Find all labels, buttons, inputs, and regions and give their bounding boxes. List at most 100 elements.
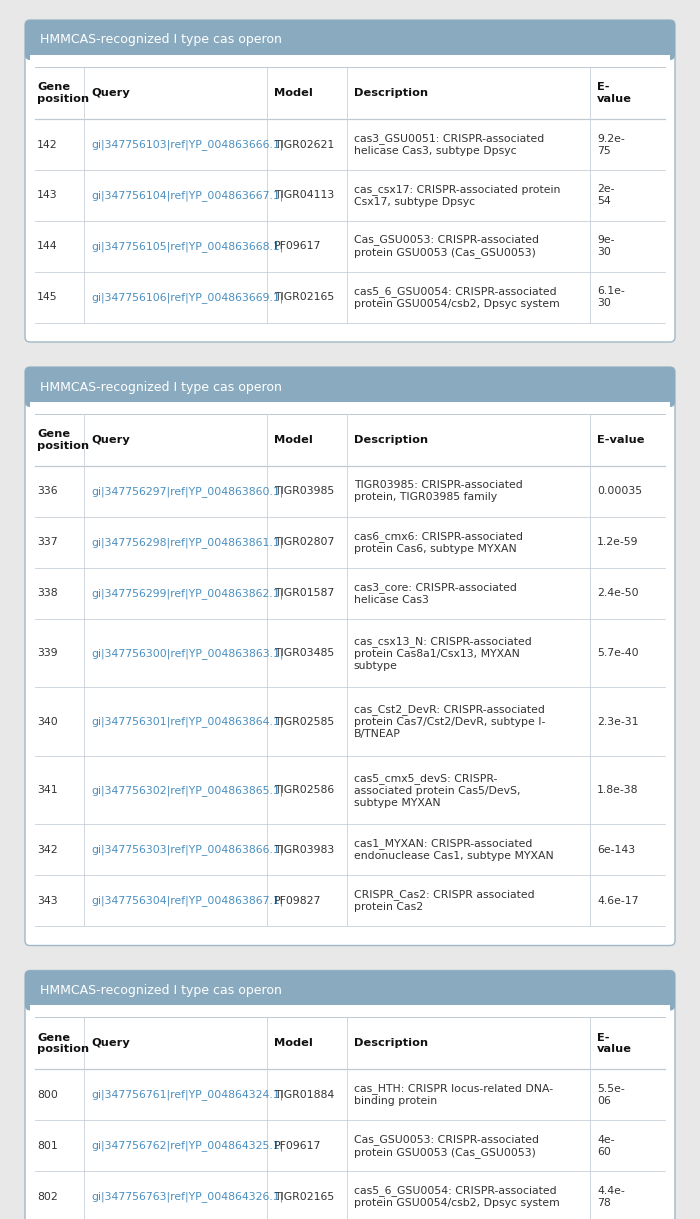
Text: cas1_MYXAN: CRISPR-associated
endonuclease Cas1, subtype MYXAN: cas1_MYXAN: CRISPR-associated endonuclea… <box>354 839 554 862</box>
Text: 4.4e-
78: 4.4e- 78 <box>597 1186 625 1208</box>
FancyBboxPatch shape <box>25 20 675 60</box>
Text: gi|347756761|ref|YP_004864324.1|: gi|347756761|ref|YP_004864324.1| <box>92 1090 284 1101</box>
Text: HMMCAS-recognized I type cas operon: HMMCAS-recognized I type cas operon <box>40 33 282 46</box>
Text: gi|347756302|ref|YP_004863865.1|: gi|347756302|ref|YP_004863865.1| <box>92 785 284 796</box>
Text: Query: Query <box>92 88 130 98</box>
Text: cas5_6_GSU0054: CRISPR-associated
protein GSU0054/csb2, Dpsyc system: cas5_6_GSU0054: CRISPR-associated protei… <box>354 1186 559 1208</box>
Text: E-
value: E- value <box>597 1032 632 1054</box>
Text: cas_Cst2_DevR: CRISPR-associated
protein Cas7/Cst2/DevR, subtype I-
B/TNEAP: cas_Cst2_DevR: CRISPR-associated protein… <box>354 705 545 739</box>
Text: 6e-143: 6e-143 <box>597 845 635 855</box>
Text: 342: 342 <box>37 845 57 855</box>
Text: gi|347756104|ref|YP_004863667.1|: gi|347756104|ref|YP_004863667.1| <box>92 190 284 201</box>
Text: 145: 145 <box>37 293 57 302</box>
Bar <box>30 989 670 1006</box>
Text: TIGR01587: TIGR01587 <box>274 589 334 599</box>
Text: 142: 142 <box>37 139 57 150</box>
Text: Query: Query <box>92 1039 130 1048</box>
Text: 5.5e-
06: 5.5e- 06 <box>597 1084 625 1106</box>
Text: TIGR03985: TIGR03985 <box>274 486 334 496</box>
Text: gi|347756303|ref|YP_004863866.1|: gi|347756303|ref|YP_004863866.1| <box>92 845 284 856</box>
Text: 343: 343 <box>37 896 57 906</box>
Text: cas_csx13_N: CRISPR-associated
protein Cas8a1/Csx13, MYXAN
subtype: cas_csx13_N: CRISPR-associated protein C… <box>354 636 531 670</box>
Text: CRISPR_Cas2: CRISPR associated
protein Cas2: CRISPR_Cas2: CRISPR associated protein C… <box>354 890 534 913</box>
Text: 337: 337 <box>37 538 57 547</box>
Text: cas5_6_GSU0054: CRISPR-associated
protein GSU0054/csb2, Dpsyc system: cas5_6_GSU0054: CRISPR-associated protei… <box>354 286 559 308</box>
Text: gi|347756300|ref|YP_004863863.1|: gi|347756300|ref|YP_004863863.1| <box>92 647 284 658</box>
Bar <box>30 402 670 941</box>
Text: 0.00035: 0.00035 <box>597 486 642 496</box>
Text: 9e-
30: 9e- 30 <box>597 235 615 257</box>
Text: TIGR03985: CRISPR-associated
protein, TIGR03985 family: TIGR03985: CRISPR-associated protein, TI… <box>354 480 522 502</box>
Text: 801: 801 <box>37 1141 57 1151</box>
Text: Query: Query <box>92 435 130 445</box>
Text: gi|347756297|ref|YP_004863860.1|: gi|347756297|ref|YP_004863860.1| <box>92 486 284 497</box>
Text: cas5_cmx5_devS: CRISPR-
associated protein Cas5/DevS,
subtype MYXAN: cas5_cmx5_devS: CRISPR- associated prote… <box>354 773 520 808</box>
Bar <box>30 1006 670 1219</box>
Text: TIGR02165: TIGR02165 <box>274 1192 334 1202</box>
Text: 6.1e-
30: 6.1e- 30 <box>597 286 625 308</box>
Text: TIGR02807: TIGR02807 <box>274 538 334 547</box>
FancyBboxPatch shape <box>25 20 675 343</box>
Text: gi|347756106|ref|YP_004863669.1|: gi|347756106|ref|YP_004863669.1| <box>92 293 284 304</box>
Text: TIGR02621: TIGR02621 <box>274 139 334 150</box>
Bar <box>30 385 670 402</box>
Text: PF09617: PF09617 <box>274 241 321 251</box>
Text: TIGR03983: TIGR03983 <box>274 845 334 855</box>
Text: TIGR02165: TIGR02165 <box>274 293 334 302</box>
Text: 336: 336 <box>37 486 57 496</box>
Text: cas_HTH: CRISPR locus-related DNA-
binding protein: cas_HTH: CRISPR locus-related DNA- bindi… <box>354 1084 553 1107</box>
Text: TIGR04113: TIGR04113 <box>274 190 334 200</box>
Text: 802: 802 <box>37 1192 57 1202</box>
Text: Gene
position: Gene position <box>37 1032 89 1054</box>
Text: 4.6e-17: 4.6e-17 <box>597 896 638 906</box>
Text: TIGR02585: TIGR02585 <box>274 717 334 727</box>
Text: gi|347756103|ref|YP_004863666.1|: gi|347756103|ref|YP_004863666.1| <box>92 139 284 150</box>
Text: 9.2e-
75: 9.2e- 75 <box>597 134 625 156</box>
Text: 5.7e-40: 5.7e-40 <box>597 649 638 658</box>
Text: E-
value: E- value <box>597 82 632 104</box>
FancyBboxPatch shape <box>25 367 675 946</box>
Text: gi|347756762|ref|YP_004864325.1|: gi|347756762|ref|YP_004864325.1| <box>92 1141 284 1152</box>
Text: Gene
position: Gene position <box>37 429 89 451</box>
FancyBboxPatch shape <box>25 367 675 407</box>
Text: 341: 341 <box>37 785 57 795</box>
Text: 340: 340 <box>37 717 57 727</box>
Text: Model: Model <box>274 435 313 445</box>
Text: gi|347756301|ref|YP_004863864.1|: gi|347756301|ref|YP_004863864.1| <box>92 717 284 728</box>
Text: 1.8e-38: 1.8e-38 <box>597 785 638 795</box>
Bar <box>30 55 670 336</box>
Text: TIGR01884: TIGR01884 <box>274 1090 334 1100</box>
Text: gi|347756299|ref|YP_004863862.1|: gi|347756299|ref|YP_004863862.1| <box>92 588 284 599</box>
Text: 800: 800 <box>37 1090 58 1100</box>
Text: PF09827: PF09827 <box>274 896 321 906</box>
Bar <box>30 39 670 55</box>
Text: Model: Model <box>274 88 313 98</box>
Text: Cas_GSU0053: CRISPR-associated
protein GSU0053 (Cas_GSU0053): Cas_GSU0053: CRISPR-associated protein G… <box>354 1134 539 1158</box>
Text: 2e-
54: 2e- 54 <box>597 184 615 206</box>
Text: TIGR03485: TIGR03485 <box>274 649 334 658</box>
Text: HMMCAS-recognized I type cas operon: HMMCAS-recognized I type cas operon <box>40 380 282 394</box>
Text: 1.2e-59: 1.2e-59 <box>597 538 638 547</box>
FancyBboxPatch shape <box>25 970 675 1219</box>
Text: gi|347756298|ref|YP_004863861.1|: gi|347756298|ref|YP_004863861.1| <box>92 538 284 549</box>
Text: cas3_GSU0051: CRISPR-associated
helicase Cas3, subtype Dpsyc: cas3_GSU0051: CRISPR-associated helicase… <box>354 133 544 156</box>
Text: TIGR02586: TIGR02586 <box>274 785 334 795</box>
Text: 4e-
60: 4e- 60 <box>597 1135 615 1157</box>
Text: Description: Description <box>354 435 428 445</box>
Text: cas3_core: CRISPR-associated
helicase Cas3: cas3_core: CRISPR-associated helicase Ca… <box>354 581 517 605</box>
Text: gi|347756763|ref|YP_004864326.1|: gi|347756763|ref|YP_004864326.1| <box>92 1191 284 1202</box>
Text: Gene
position: Gene position <box>37 82 89 104</box>
Text: Description: Description <box>354 88 428 98</box>
Text: 339: 339 <box>37 649 57 658</box>
Text: Cas_GSU0053: CRISPR-associated
protein GSU0053 (Cas_GSU0053): Cas_GSU0053: CRISPR-associated protein G… <box>354 234 539 258</box>
Text: 2.4e-50: 2.4e-50 <box>597 589 638 599</box>
Text: E-value: E-value <box>597 435 645 445</box>
Text: cas_csx17: CRISPR-associated protein
Csx17, subtype Dpsyc: cas_csx17: CRISPR-associated protein Csx… <box>354 184 560 207</box>
Text: gi|347756304|ref|YP_004863867.1|: gi|347756304|ref|YP_004863867.1| <box>92 896 284 907</box>
Text: cas6_cmx6: CRISPR-associated
protein Cas6, subtype MYXAN: cas6_cmx6: CRISPR-associated protein Cas… <box>354 531 523 553</box>
Text: gi|347756105|ref|YP_004863668.1|: gi|347756105|ref|YP_004863668.1| <box>92 241 284 252</box>
Text: PF09617: PF09617 <box>274 1141 321 1151</box>
Text: 2.3e-31: 2.3e-31 <box>597 717 638 727</box>
Text: 143: 143 <box>37 190 57 200</box>
Text: 338: 338 <box>37 589 57 599</box>
